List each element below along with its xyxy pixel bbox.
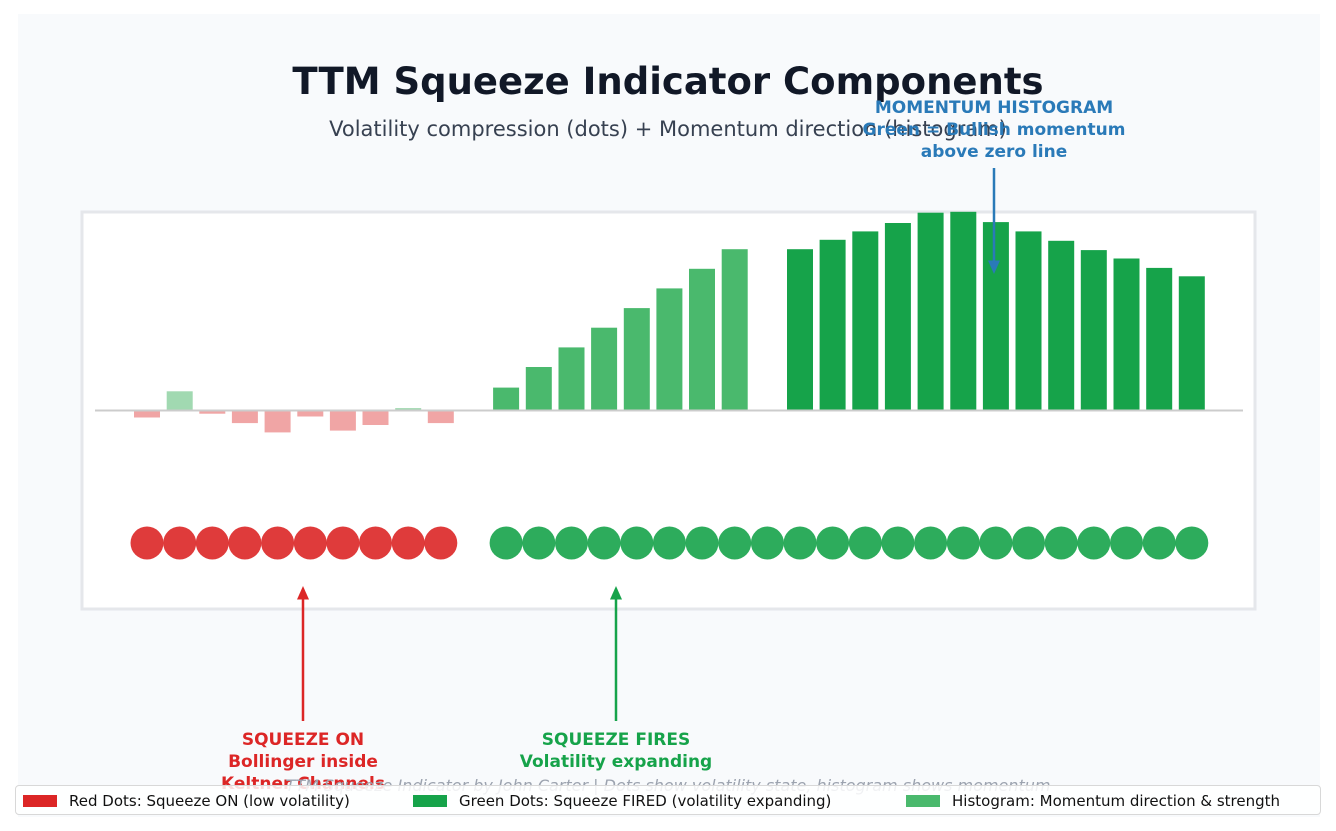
squeeze-fired-dot [587, 526, 621, 560]
histogram-bar [329, 410, 356, 431]
histogram-bar [1015, 231, 1042, 410]
histogram-bar [297, 410, 324, 417]
histogram-bar [1113, 258, 1140, 410]
momentum-line: Green = Bullish momentum [862, 120, 1126, 140]
histogram-bar [1146, 267, 1173, 410]
squeeze-fired-dot [1175, 526, 1209, 560]
squeeze-fired-dot [881, 526, 915, 560]
momentum-annotation: MOMENTUM HISTOGRAM Green = Bullish moment… [863, 97, 1126, 163]
squeeze-on-dot [163, 526, 197, 560]
squeeze-on-dot [326, 526, 360, 560]
squeeze-fired-dot [1110, 526, 1143, 560]
histogram-bar [427, 410, 454, 424]
histogram-bar [1048, 240, 1075, 410]
squeeze-on-dot [195, 526, 229, 560]
momentum-line: MOMENTUM HISTOGRAM [874, 98, 1114, 118]
histogram-bar [264, 410, 291, 433]
histogram-bar [395, 408, 422, 410]
squeeze-on-dot [293, 526, 327, 560]
squeeze-fired-dot [783, 526, 817, 560]
histogram-bar [525, 367, 552, 410]
squeeze-fired-dot [979, 526, 1013, 560]
squeeze-on-dot [424, 526, 458, 560]
histogram-bar [134, 410, 160, 418]
squeeze-fired-dot [1012, 526, 1045, 560]
chart-title: TTM Squeeze Indicator Components [292, 60, 1044, 103]
squeeze-fires-line: SQUEEZE FIRES [541, 730, 691, 750]
squeeze-on-line: SQUEEZE ON [241, 730, 365, 750]
squeeze-fires-line: Volatility expanding [519, 752, 713, 772]
histogram-bar [917, 212, 944, 410]
histogram-bar [656, 288, 683, 410]
histogram-bar [558, 347, 585, 410]
legend-label: Green Dots: Squeeze FIRED (volatility ex… [459, 792, 832, 810]
histogram-bars [134, 211, 1205, 433]
squeeze-fired-dot [685, 526, 719, 560]
chart-subtitle: Volatility compression (dots) + Momentum… [329, 117, 1007, 141]
squeeze-on-dot [228, 526, 262, 560]
legend-swatch-histogram [906, 795, 940, 807]
squeeze-on-dot [391, 526, 425, 560]
histogram-bar [623, 308, 650, 410]
histogram-bar [493, 387, 520, 410]
legend-swatch-red [23, 795, 57, 807]
squeeze-fired-dot [848, 526, 882, 560]
legend-swatch-green [413, 795, 447, 807]
histogram-bar [852, 231, 879, 410]
histogram-bar [982, 222, 1009, 410]
histogram-bar [787, 249, 813, 410]
squeeze-fired-dot [750, 526, 784, 560]
momentum-line: above zero line [920, 142, 1068, 162]
squeeze-fired-dot [1077, 526, 1111, 560]
histogram-bar [591, 327, 618, 410]
histogram-bar [721, 249, 748, 410]
histogram-bar [884, 223, 911, 410]
squeeze-fired-dot [946, 526, 980, 560]
histogram-bar [1080, 250, 1107, 410]
squeeze-fired-dot [718, 526, 752, 560]
histogram-bar [166, 391, 193, 410]
legend: Red Dots: Squeeze ON (low volatility) Gr… [15, 785, 1321, 815]
histogram-bar [819, 239, 846, 410]
squeeze-on-dot [359, 526, 392, 560]
legend-label: Histogram: Momentum direction & strength [952, 792, 1281, 810]
histogram-bar [231, 410, 258, 424]
squeeze-fired-dot [1142, 526, 1176, 560]
squeeze-dots [130, 526, 1209, 560]
squeeze-fires-annotation: SQUEEZE FIRES Volatility expanding [520, 729, 712, 773]
squeeze-fired-dot [555, 526, 588, 560]
squeeze-fired-dot [652, 526, 686, 560]
squeeze-fired-dot [816, 526, 850, 560]
histogram-bar [362, 410, 389, 425]
squeeze-fired-dot [522, 526, 556, 560]
squeeze-fired-dot [914, 526, 948, 560]
legend-label: Red Dots: Squeeze ON (low volatility) [69, 792, 350, 810]
histogram-bar [950, 211, 977, 410]
squeeze-fired-dot [620, 526, 654, 560]
squeeze-fired-dot [1044, 526, 1078, 560]
histogram-bar [199, 410, 226, 414]
squeeze-on-line: Bollinger inside [228, 752, 378, 772]
squeeze-fired-dot [489, 526, 523, 560]
histogram-bar [1178, 276, 1205, 410]
squeeze-on-dot [261, 526, 295, 560]
squeeze-on-dot [130, 526, 164, 560]
histogram-bar [689, 268, 715, 410]
